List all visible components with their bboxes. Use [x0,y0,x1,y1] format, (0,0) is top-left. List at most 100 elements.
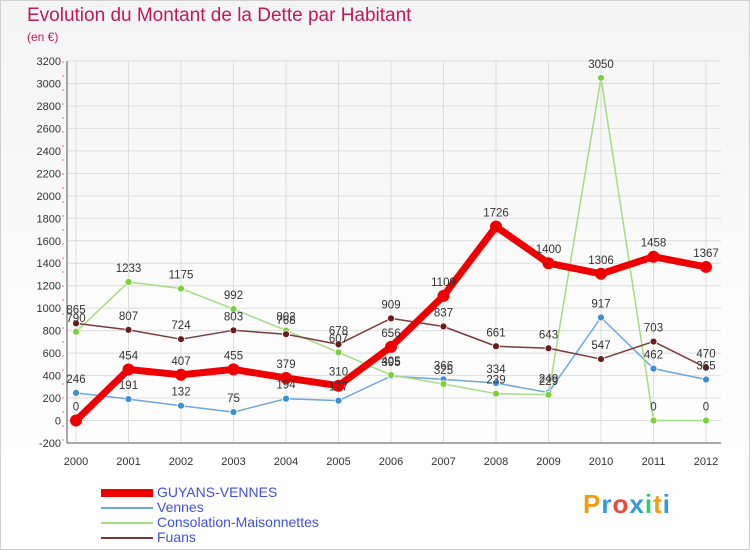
data-label: 917 [591,299,610,311]
data-point [385,340,397,353]
data-point [597,313,605,322]
data-label: 132 [171,387,190,399]
data-label: 366 [434,360,453,372]
data-label: 405 [381,356,400,368]
y-tick-label: 3200 [37,56,61,68]
data-point [332,379,345,392]
data-label: 249 [539,374,558,386]
data-point [700,260,712,273]
data-point [437,289,450,302]
y-tick-label: 2800 [37,101,61,113]
series-guyans-vennes [70,220,712,427]
data-point [72,388,80,397]
data-point [72,327,80,336]
data-label: 607 [329,333,348,345]
data-label: 837 [434,307,453,319]
legend-swatch [101,507,153,509]
y-tick-label: 400 [43,371,61,383]
data-label: 703 [644,323,663,335]
data-point [544,390,553,399]
y-tick-label: 200 [43,393,61,405]
data-label: 643 [539,329,558,341]
data-label: 246 [66,374,85,386]
data-label: 310 [329,367,348,379]
data-label: 454 [119,351,139,363]
y-tick-label: 1600 [37,236,61,248]
chart-title: Evolution du Montant de la Dette par Hab… [27,5,412,26]
data-point [229,326,238,335]
data-point [70,414,82,427]
data-label: 992 [224,290,243,302]
data-label: 656 [381,328,400,340]
legend-swatch [101,522,153,524]
legend-swatch [101,537,153,539]
data-label: 455 [224,350,243,362]
legend-label: GUYANS-VENNES [157,484,278,500]
y-tick-label: 800 [43,326,61,338]
data-point [280,371,292,384]
data-point [595,267,607,280]
data-label: 462 [644,350,663,362]
data-label: 1109 [431,277,456,289]
data-label: 807 [119,311,138,323]
data-point [702,416,710,425]
data-label: 678 [329,325,348,337]
legend-label: Fuans [157,529,196,545]
y-tick-label: 2000 [37,191,61,203]
data-point [544,344,553,353]
data-label: 661 [486,327,505,339]
data-point [124,278,133,286]
x-tick-label: 2008 [484,456,508,468]
data-point [702,375,710,384]
data-point [649,364,658,373]
series-consolation-maisonnettes [72,73,710,425]
legend-swatch [101,489,153,497]
data-label: 239 [486,375,505,387]
data-point [334,340,343,349]
data-point [649,337,658,346]
data-point [177,284,185,293]
data-point [229,408,238,417]
x-tick-label: 2007 [431,456,455,468]
data-label: 395 [381,357,400,369]
x-tick-label: 2006 [379,456,403,468]
y-tick-label: 1400 [37,258,61,270]
data-point [492,379,500,387]
data-label: 790 [66,313,85,325]
data-point [177,335,185,344]
data-label: 407 [171,356,190,368]
data-label: 1458 [641,238,667,250]
x-tick-label: 2010 [589,456,613,468]
data-point [542,257,555,270]
data-label: 803 [224,311,243,323]
data-point [490,220,502,233]
y-tick-label: 600 [43,348,61,360]
data-label: 768 [276,315,295,327]
data-point [492,342,500,351]
data-point [229,305,238,313]
data-point [122,363,135,376]
x-tick-label: 2000 [64,456,88,468]
data-point [124,325,133,334]
data-label: 229 [539,376,558,388]
data-label: 191 [119,380,138,392]
x-tick-label: 2012 [694,456,718,468]
data-point [334,396,343,405]
data-label: 470 [696,349,715,361]
x-tick-label: 2005 [326,456,350,468]
y-tick-label: 1000 [37,303,61,315]
data-label: 3050 [588,59,614,71]
y-tick-label: 0 [55,416,61,428]
data-label: 75 [227,393,240,405]
y-tick-label: 2600 [37,123,61,135]
data-label: 1400 [536,244,562,256]
data-label: 379 [276,359,295,371]
data-label: 0 [650,402,656,414]
data-label: 865 [66,304,85,316]
data-point [387,314,395,323]
proxiti-logo: Proxiti [583,489,671,519]
series-fuans [72,314,710,372]
y-tick-label: 2200 [37,168,61,180]
data-point [439,380,448,388]
